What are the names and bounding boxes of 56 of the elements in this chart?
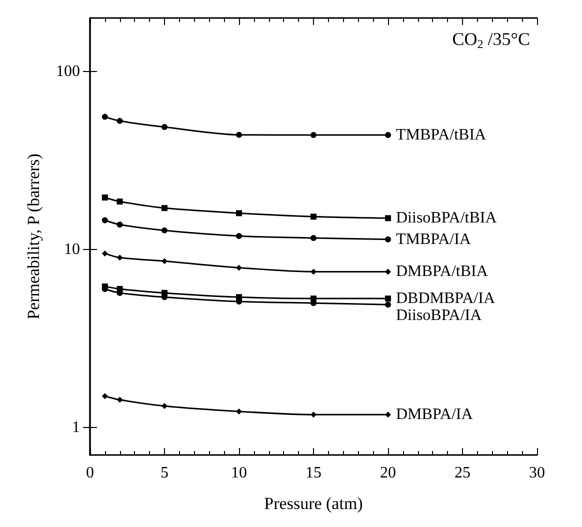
point: [385, 236, 391, 242]
point: [116, 254, 123, 261]
point: [162, 402, 168, 409]
point: [310, 268, 316, 275]
point: [385, 268, 391, 275]
point: [236, 233, 242, 240]
series-label: DMBPA/IA: [396, 406, 474, 424]
series-label: DMBPA/tBIA: [396, 263, 488, 280]
x-tick-label: 5: [160, 464, 168, 482]
point: [162, 290, 168, 296]
point: [102, 283, 108, 290]
point: [236, 408, 242, 414]
point: [162, 258, 168, 264]
point: [116, 396, 123, 403]
point: [236, 132, 242, 138]
point: [236, 294, 242, 300]
series-label: DiisoBPA/tBIA: [396, 210, 498, 227]
point: [385, 412, 391, 418]
point: [310, 412, 316, 418]
point: [116, 286, 123, 292]
x-tick-label: 0: [86, 464, 94, 482]
x-axis-title: Pressure (atm): [264, 494, 363, 513]
point: [310, 235, 316, 242]
point: [116, 198, 123, 205]
series-label: DBDMBPA/IA: [396, 290, 496, 308]
point: [102, 114, 108, 120]
x-tick-label: 25: [454, 464, 470, 482]
y-tick-label: 10: [64, 241, 80, 258]
point: [310, 296, 316, 302]
point: [385, 215, 391, 222]
point: [102, 194, 108, 200]
point: [162, 227, 168, 234]
point: [116, 222, 123, 228]
point: [102, 250, 108, 256]
x-tick-label: 30: [529, 464, 545, 482]
point: [102, 393, 108, 400]
y-tick-label: 100: [56, 63, 80, 80]
point: [310, 214, 316, 220]
point: [385, 132, 391, 138]
x-tick-label: 15: [306, 464, 322, 482]
point: [162, 205, 168, 212]
series-label: TMBPA/IA: [396, 230, 472, 248]
point: [102, 217, 108, 224]
point: [162, 124, 168, 130]
series-label: TMBPA/tBIA: [396, 126, 487, 144]
point: [236, 210, 242, 216]
y-tick-label: 1: [72, 418, 80, 436]
point: [310, 132, 316, 138]
x-tick-label: 10: [231, 464, 247, 482]
point: [116, 118, 123, 124]
y-axis-title: Permeability, P (barrers): [24, 154, 43, 320]
series-label: DiisoBPA/IA: [396, 307, 482, 324]
point: [236, 264, 242, 271]
point: [385, 302, 391, 308]
x-tick-label: 20: [380, 464, 396, 482]
point: [385, 296, 391, 302]
